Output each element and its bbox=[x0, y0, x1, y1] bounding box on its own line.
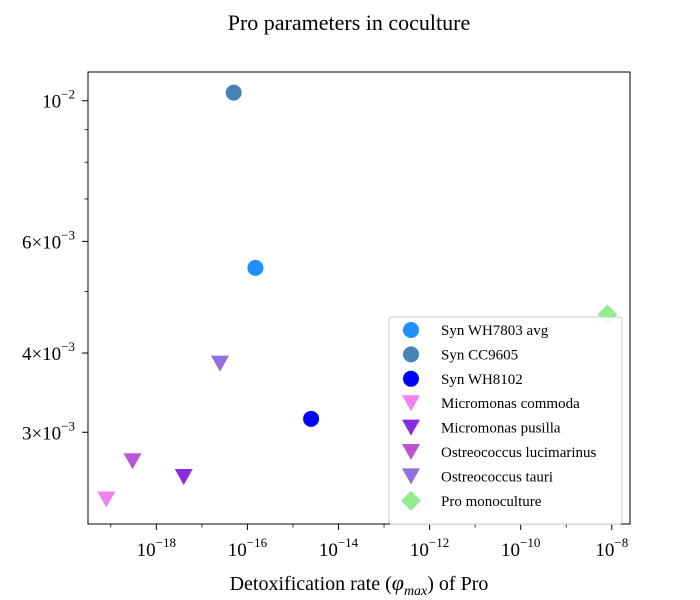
legend-marker bbox=[402, 444, 420, 460]
legend-label: Syn WH7803 avg bbox=[441, 323, 549, 339]
legend-label: Ostreococcus lucimarinus bbox=[441, 445, 597, 461]
x-tick-label: 10−12 bbox=[410, 535, 449, 561]
x-tick-label: 10−14 bbox=[319, 535, 359, 561]
legend-marker bbox=[403, 370, 419, 387]
legend-marker bbox=[402, 468, 420, 485]
legend: Syn WH7803 avg Syn CC9605 Syn WH8102 Microm… bbox=[388, 316, 623, 525]
data-point bbox=[97, 491, 116, 508]
x-tick-label: 10−18 bbox=[137, 535, 176, 561]
data-point bbox=[174, 469, 193, 486]
y-tick-label: 10−2 bbox=[42, 87, 75, 113]
legend-label: Micromonas commoda bbox=[441, 396, 580, 412]
data-point bbox=[225, 84, 242, 101]
y-tick-label: 6×10−3 bbox=[22, 227, 75, 253]
data-point bbox=[123, 453, 142, 470]
legend-label: Micromonas pusilla bbox=[441, 421, 561, 437]
x-tick-label: 10−10 bbox=[501, 535, 540, 561]
x-axis: 10−18 10−16 10−14 10−12 10−10 10−8 bbox=[110, 524, 628, 561]
data-point bbox=[247, 259, 264, 276]
legend-marker bbox=[401, 490, 421, 511]
x-tick-label: 10−8 bbox=[595, 535, 628, 561]
chart-title: Pro parameters in coculture bbox=[228, 10, 471, 35]
legend-label: Syn CC9605 bbox=[441, 347, 518, 363]
data-point bbox=[210, 355, 229, 372]
data-point bbox=[303, 410, 320, 427]
x-tick-label: 10−16 bbox=[228, 535, 268, 561]
legend-marker bbox=[402, 419, 420, 436]
legend-label: Syn WH8102 bbox=[441, 372, 523, 388]
legend-box bbox=[388, 316, 623, 525]
legend-marker bbox=[402, 395, 420, 412]
legend-marker bbox=[403, 322, 419, 338]
legend-label: Ostreococcus tauri bbox=[441, 469, 553, 485]
plot-frame bbox=[87, 71, 631, 525]
legend-marker bbox=[403, 346, 419, 363]
x-axis-label: Detoxification rate (φmax) of Pro bbox=[230, 570, 489, 599]
y-tick-label: 4×10−3 bbox=[22, 339, 75, 365]
y-tick-label: 3×10−3 bbox=[22, 418, 75, 444]
y-axis: 10−2 6×10−3 4×10−3 3×10−3 bbox=[22, 87, 88, 444]
legend-label: Pro monoculture bbox=[441, 494, 542, 510]
